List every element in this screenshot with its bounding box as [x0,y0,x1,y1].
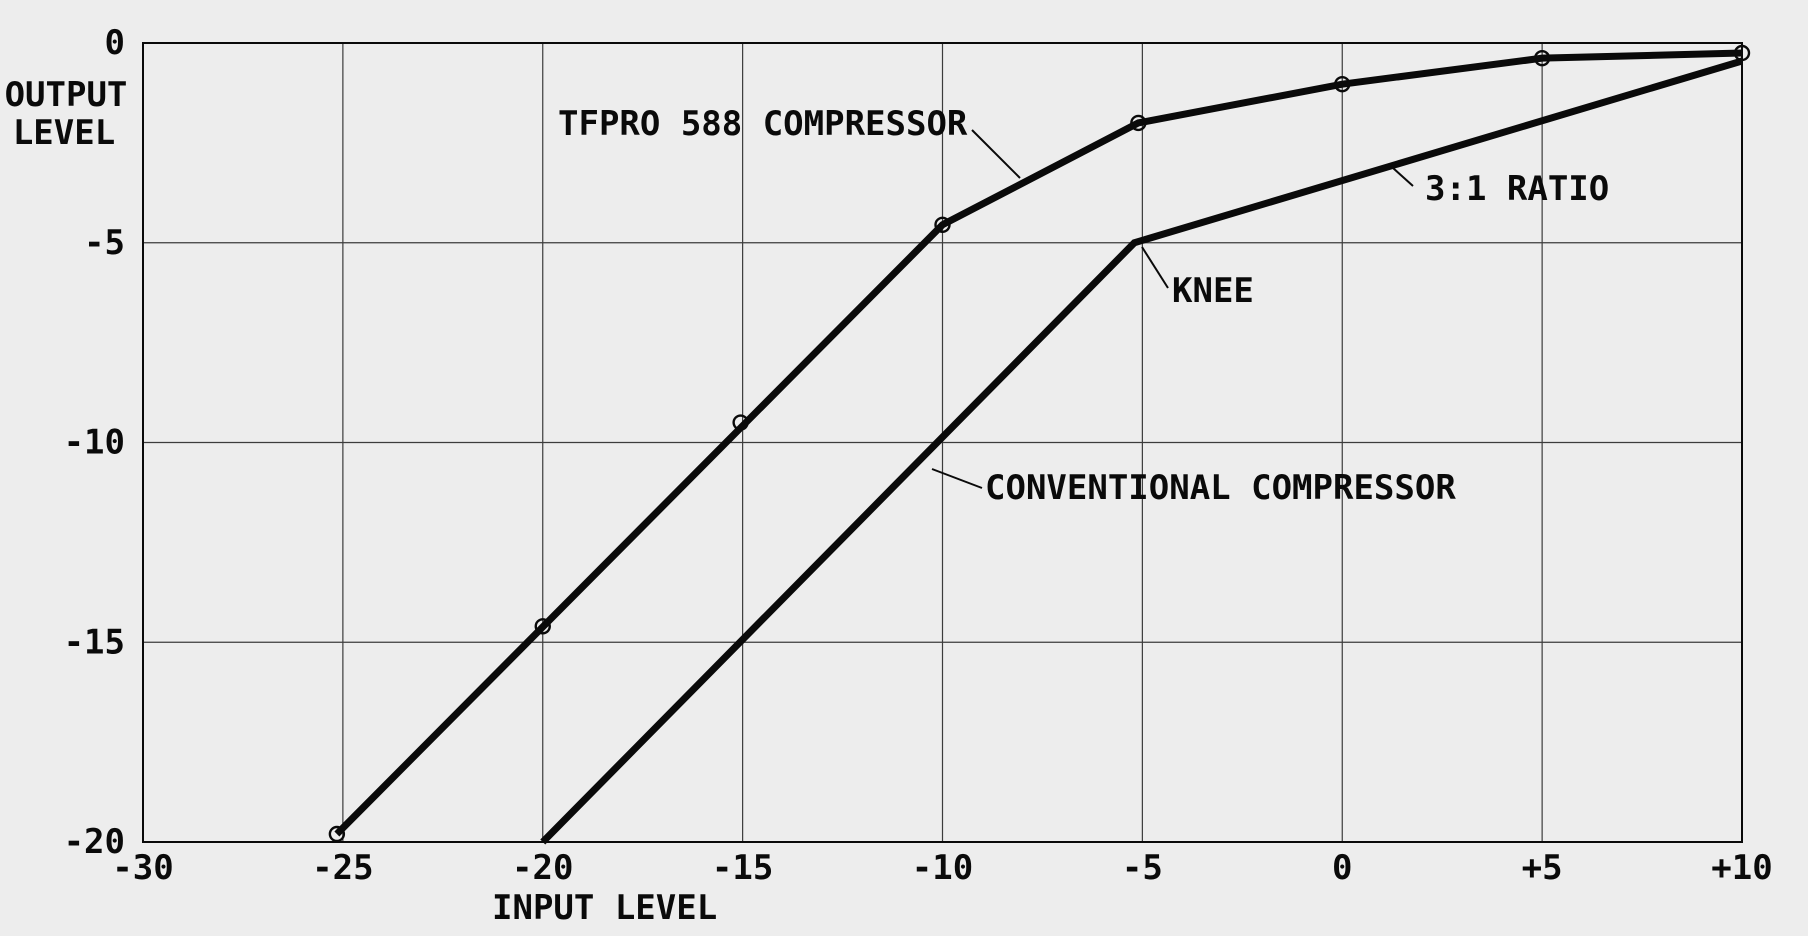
marker-tfpro-588-compressor [328,825,346,843]
y-tick-label: -5 [84,223,125,263]
leader-tfpro-588-compressor [971,129,1021,179]
y-tick-label: -10 [64,423,125,463]
marker-tfpro-588-compressor [1733,44,1751,62]
x-tick-label: +10 [1711,848,1772,888]
x-tick-label: -30 [112,848,173,888]
y-tick-label: -15 [64,622,125,662]
marker-tfpro-588-compressor [1130,114,1147,132]
annotation-ratio-3-1: 3:1 RATIO [1425,169,1609,209]
x-tick-label: -15 [712,848,773,888]
marker-tfpro-588-compressor [534,618,551,635]
leader-ratio-3-1 [1392,167,1414,187]
x-axis-title: INPUT LEVEL [492,888,717,928]
x-tick-label: -25 [312,848,373,888]
y-tick-label: -20 [64,822,125,862]
x-tick-label: 0 [1332,848,1352,888]
leader-knee [1141,246,1169,289]
x-tick-label: +5 [1522,848,1563,888]
annotation-conventional-compressor: CONVENTIONAL COMPRESSOR [985,468,1456,508]
y-axis-title-line: LEVEL [13,113,115,153]
curve-tfpro-588-compressor [334,49,1743,837]
x-tick-label: -5 [1122,848,1163,888]
marker-tfpro-588-compressor [934,216,951,233]
x-tick-label: -20 [512,848,573,888]
curve-conventional-compressor [540,57,1744,845]
marker-tfpro-588-compressor [732,414,749,431]
y-tick-label: 0 [105,23,125,63]
marker-tfpro-588-compressor [1334,75,1351,93]
annotation-tfpro-588-compressor: TFPRO 588 COMPRESSOR [558,104,968,144]
x-tick-label: -10 [912,848,973,888]
y-axis-title-line: OUTPUT [5,75,128,115]
plot-border [142,42,1743,843]
leader-conventional-compressor [931,468,983,489]
annotation-knee: KNEE [1172,271,1254,311]
marker-tfpro-588-compressor [1533,49,1551,67]
